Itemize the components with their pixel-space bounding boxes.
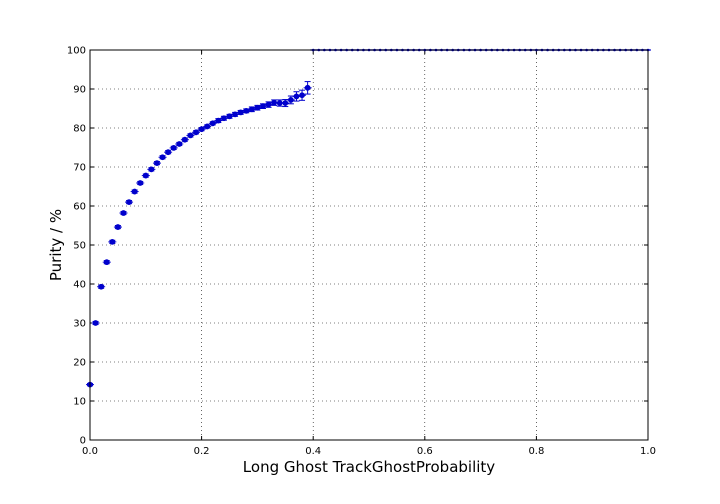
data-point [169, 144, 178, 151]
data-point [141, 172, 150, 179]
data-point [253, 104, 262, 111]
x-tick-label: 0.0 [82, 446, 98, 457]
data-point [197, 126, 206, 133]
data-point [292, 91, 301, 102]
data-point [102, 259, 111, 266]
y-tick-label: 30 [73, 319, 86, 330]
data-point [298, 89, 307, 101]
y-tick-label: 50 [73, 241, 86, 252]
data-point [192, 129, 201, 136]
data-point [158, 154, 167, 161]
data-point [97, 283, 106, 290]
y-axis-title: Purity / % [47, 209, 65, 281]
plot-frame [89, 49, 649, 441]
data-point [108, 238, 117, 245]
x-axis-title: Long Ghost TrackGhostProbability [243, 458, 496, 476]
y-tick-label: 70 [73, 163, 86, 174]
y-tick-label: 40 [73, 280, 86, 291]
data-point [180, 136, 189, 143]
y-tick-label: 80 [73, 124, 86, 135]
data-point [270, 99, 279, 106]
data-point [152, 160, 161, 167]
data-point [119, 210, 128, 216]
data-point [258, 103, 267, 110]
data-point [208, 120, 217, 127]
y-tick-label: 20 [73, 358, 86, 369]
data-point [303, 81, 312, 95]
x-tick-label: 0.4 [305, 446, 321, 457]
grid [90, 50, 648, 440]
y-tick-label: 10 [73, 397, 86, 408]
data-point [186, 132, 195, 139]
data-point [219, 115, 228, 122]
plot-area [90, 50, 648, 440]
y-tick-label: 0 [80, 436, 86, 447]
data-point [175, 141, 184, 147]
y-tick-label: 100 [67, 46, 86, 57]
data-point [136, 180, 145, 186]
data-point [91, 320, 100, 326]
data-point [125, 199, 134, 206]
data-point [164, 149, 173, 156]
x-tick-label: 0.2 [194, 446, 210, 457]
y-tick-label: 90 [73, 85, 86, 96]
x-tick-label: 1.0 [640, 446, 656, 457]
x-tick-label: 0.6 [417, 446, 433, 457]
x-tick-label: 0.8 [528, 446, 544, 457]
data-point [113, 224, 122, 230]
data-point [281, 99, 290, 108]
data-point [286, 95, 295, 105]
data-point [130, 188, 139, 195]
data-point [147, 166, 156, 173]
y-tick-label: 60 [73, 202, 86, 213]
data-point [264, 101, 273, 108]
data-point [275, 99, 284, 107]
data-point [247, 106, 256, 113]
data-point [203, 123, 212, 130]
